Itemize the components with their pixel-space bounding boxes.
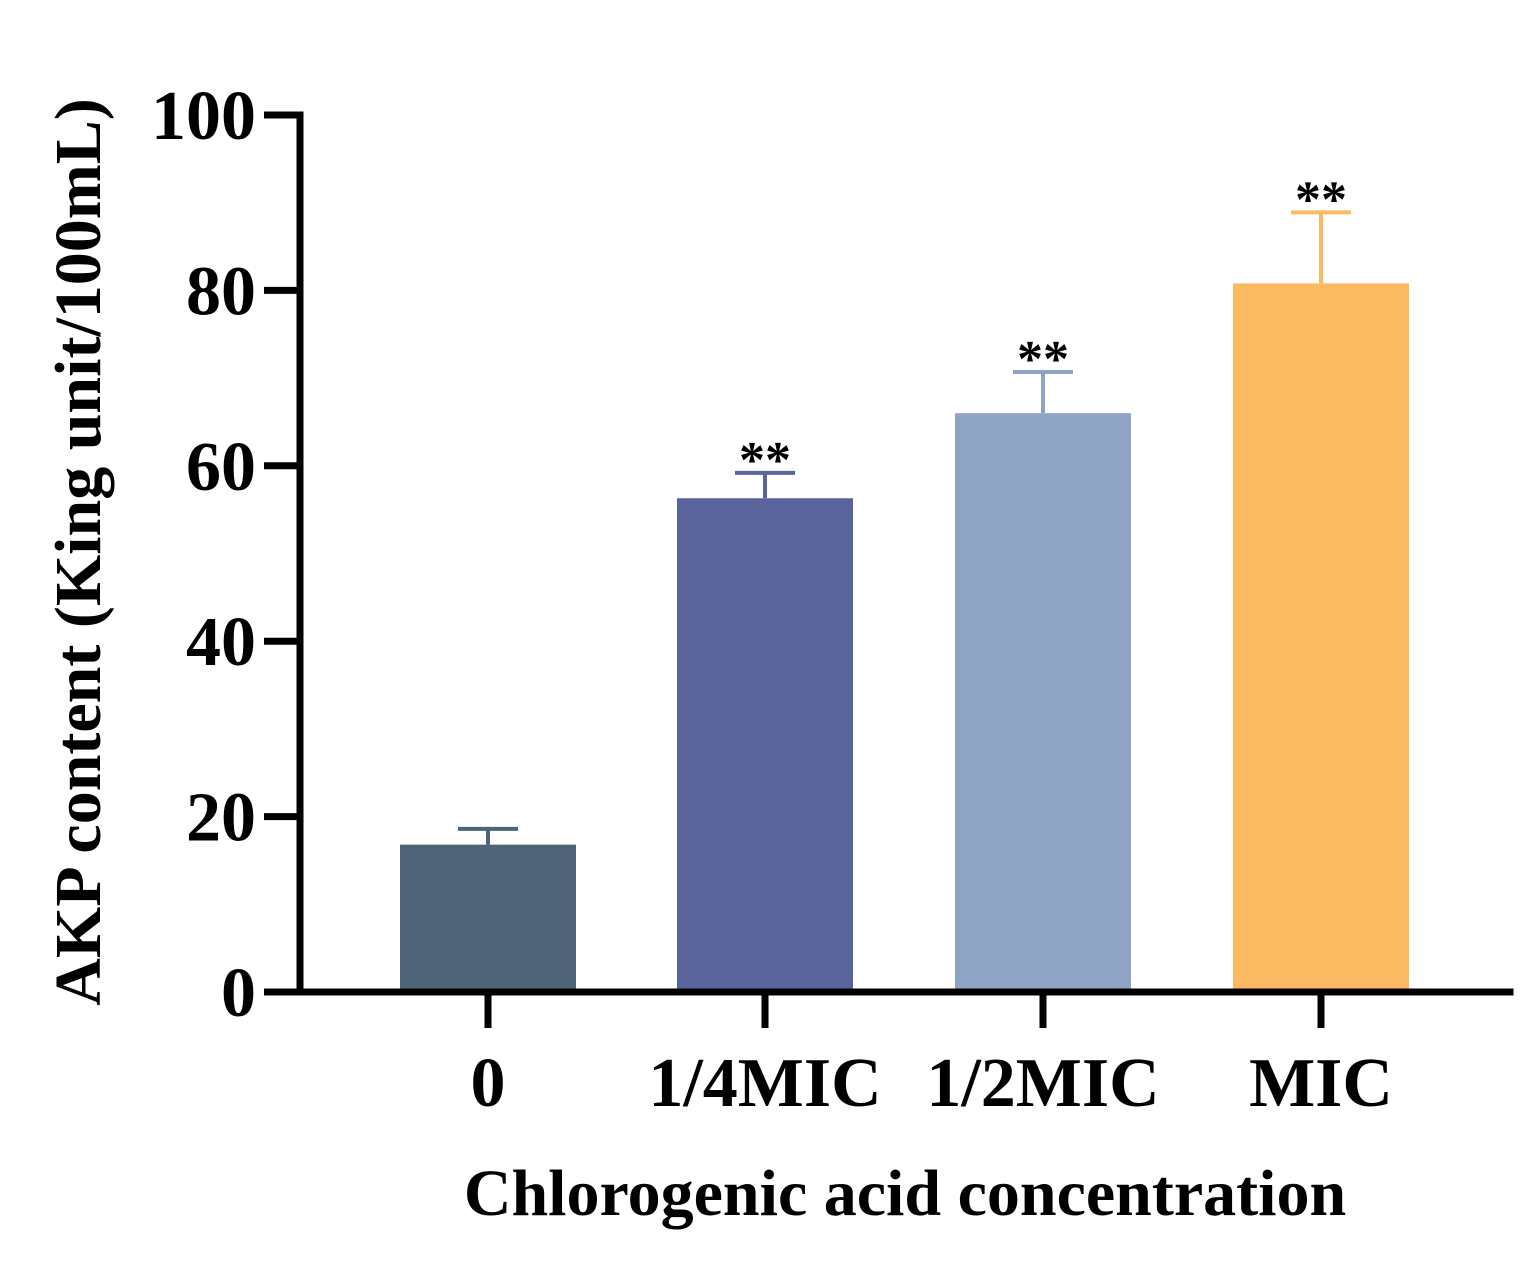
significance-mark: ** (1295, 171, 1347, 228)
bar (400, 844, 576, 992)
bar (955, 413, 1131, 992)
x-tick-label: 1/2MIC (926, 1045, 1159, 1122)
y-tick-label: 20 (186, 780, 256, 857)
bar (677, 498, 853, 992)
x-tick-label: 1/4MIC (648, 1045, 881, 1122)
significance-mark: ** (1017, 331, 1069, 388)
x-tick-label: 0 (471, 1045, 506, 1122)
y-tick-label: 80 (186, 253, 256, 330)
y-tick-label: 100 (151, 78, 256, 155)
bar (1233, 283, 1409, 992)
error-bars-layer (458, 210, 1351, 845)
significance-layer: ** ** ** (739, 171, 1347, 488)
y-tick-label: 40 (186, 604, 256, 681)
y-tick-label: 0 (221, 955, 256, 1032)
y-axis-title: AKP content (King unit/100mL) (42, 98, 115, 1006)
y-tick-label: 60 (186, 429, 256, 506)
y-ticks-layer: 0 20 40 60 80 100 (151, 78, 300, 1032)
x-tick-label: MIC (1249, 1045, 1393, 1122)
bars-layer (400, 283, 1409, 992)
significance-mark: ** (739, 432, 791, 489)
x-axis-title: Chlorogenic acid concentration (464, 1157, 1346, 1230)
x-ticks-layer: 0 1/4MIC 1/2MIC MIC (471, 992, 1393, 1122)
